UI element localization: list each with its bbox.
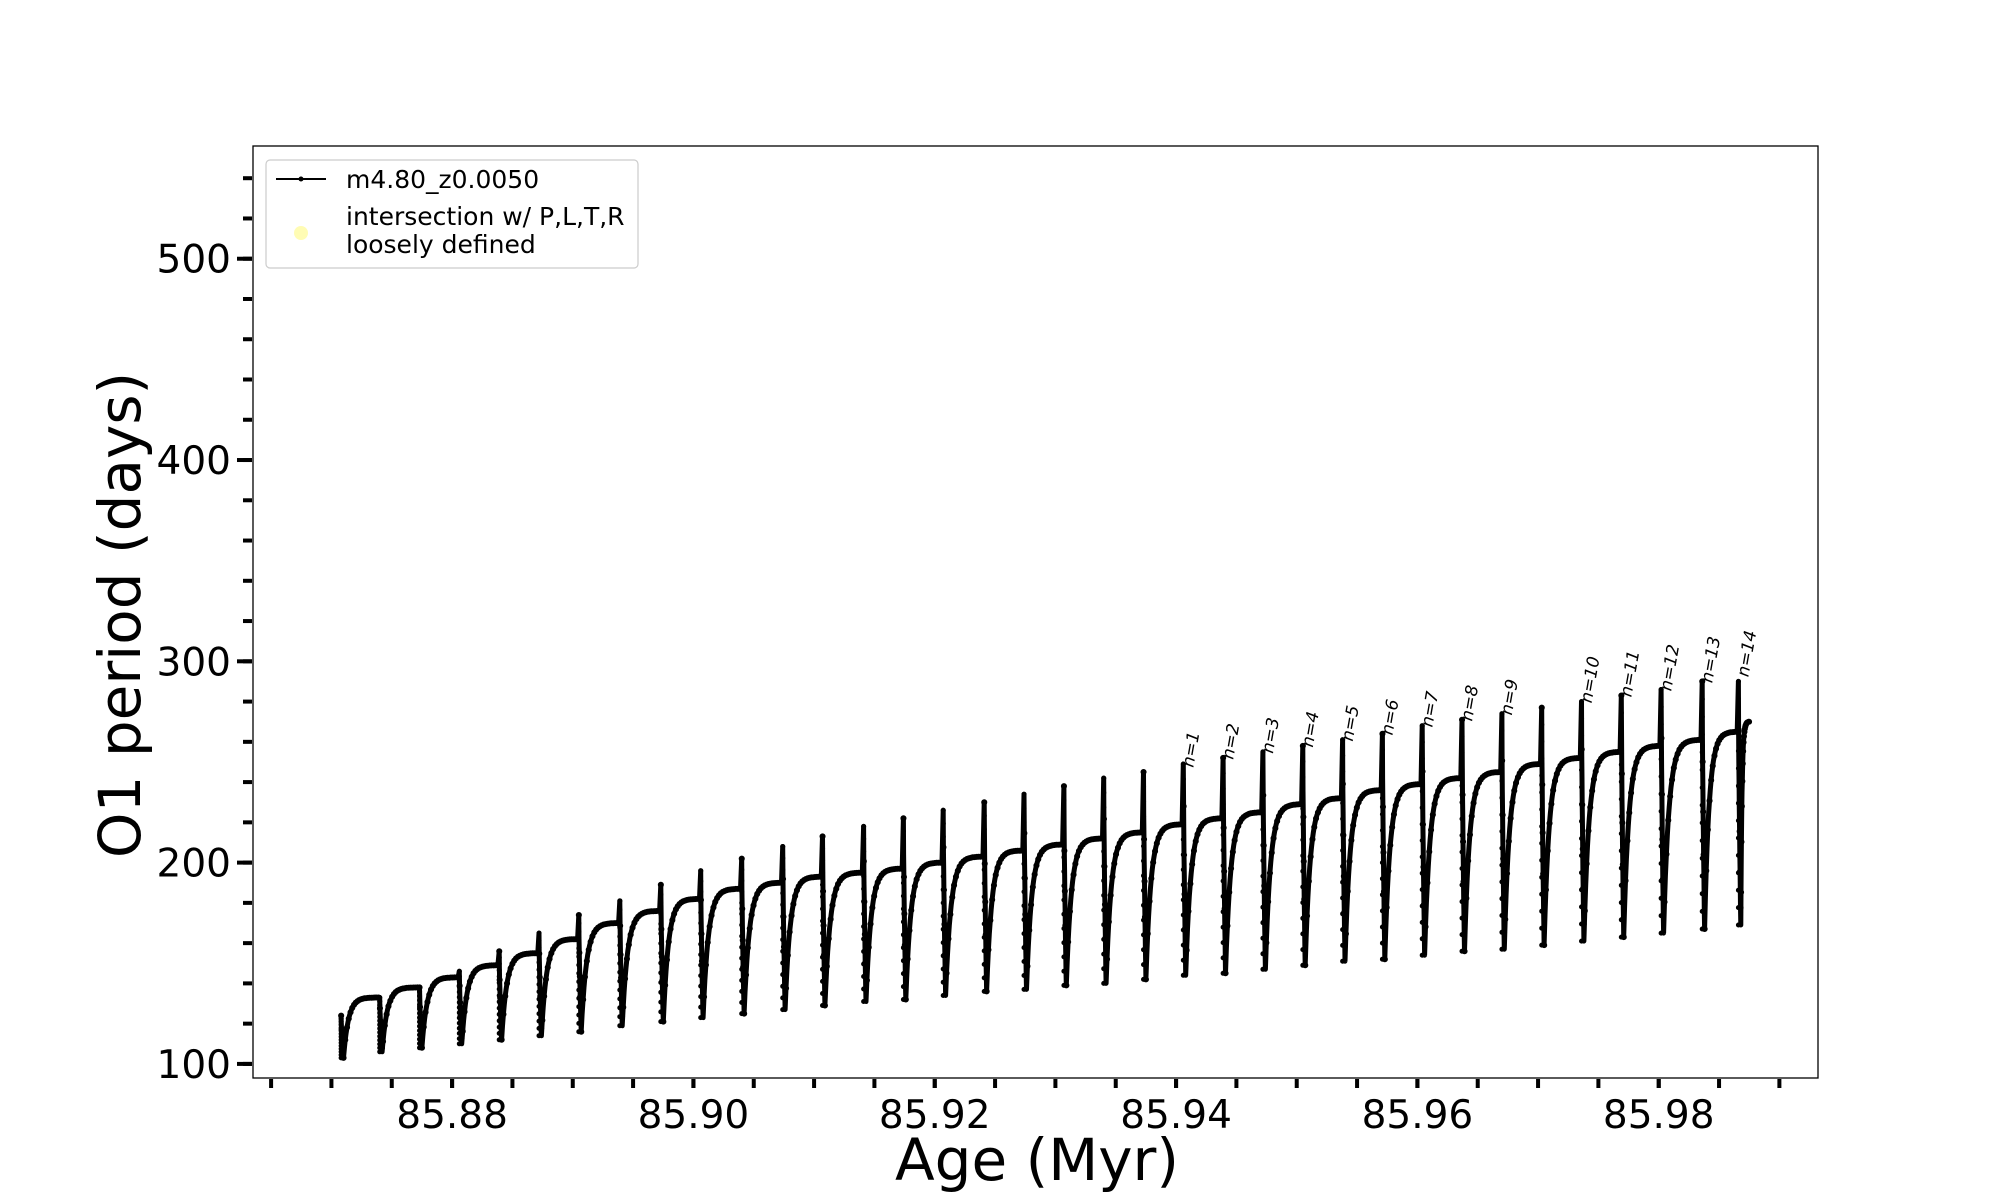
legend-label-intersection-line1: intersection w/ P,L,T,R [346, 202, 625, 231]
legend-label-model: m4.80_z0.0050 [346, 165, 539, 194]
y-axis-title: O1 period (days) [86, 372, 154, 858]
legend-label-intersection-line2: loosely defined [346, 230, 536, 259]
y-tick-label: 100 [157, 1043, 231, 1088]
x-axis-title: Age (Myr) [895, 1126, 1179, 1194]
y-axis: 100 200 300 400 500 [157, 176, 252, 1088]
y-tick-label: 500 [157, 238, 231, 283]
series-group [338, 678, 1753, 1061]
x-tick-label: 85.94 [1120, 1093, 1232, 1138]
legend-frame [265, 159, 639, 269]
x-tick-label: 85.92 [879, 1093, 991, 1138]
legend-marker-intersection [294, 226, 308, 240]
y-tick-label: 200 [157, 842, 231, 887]
y-tick-label: 300 [157, 640, 231, 685]
legend-dot-swatch [298, 176, 304, 182]
legend: m4.80_z0.0050 intersection w/ P,L,T,R lo… [265, 159, 639, 269]
x-tick-label: 85.98 [1603, 1093, 1715, 1138]
x-axis: 85.88 85.90 85.92 85.94 85.96 85.98 [269, 1079, 1782, 1138]
plot-frame [252, 145, 1819, 1079]
x-tick-label: 85.90 [638, 1093, 750, 1138]
series-spike-points-m4.80_z0.0050 [338, 678, 1741, 1061]
x-tick-label: 85.88 [396, 1093, 508, 1138]
y-tick-label: 400 [157, 439, 231, 484]
annotations-group: n=1 n=2 n=3 n=4 n=5 n=6 n=7 n=8 n=9 n=10 n=11 n=12 n… [1179, 629, 1762, 769]
x-tick-label: 85.96 [1362, 1093, 1474, 1138]
